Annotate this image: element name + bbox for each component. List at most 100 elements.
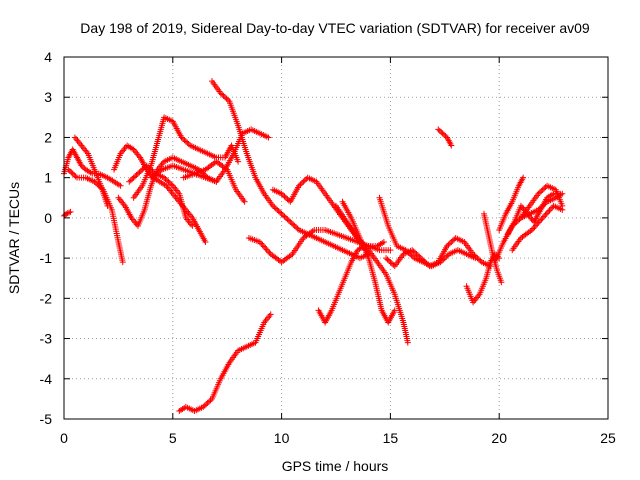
- grid-lines: [64, 57, 608, 419]
- y-tick-label: -5: [40, 411, 53, 427]
- data-point: [126, 178, 133, 185]
- series-arc4: [65, 166, 126, 266]
- x-tick-label: 0: [60, 430, 68, 446]
- data-point: [281, 193, 288, 200]
- data-point: [542, 211, 549, 218]
- data-point: [207, 397, 214, 404]
- data-point: [206, 398, 213, 405]
- data-point: [471, 252, 478, 259]
- data-point: [71, 171, 78, 178]
- data-point: [182, 138, 189, 145]
- data-point: [417, 255, 424, 262]
- data-point: [267, 311, 274, 318]
- data-point: [203, 401, 210, 408]
- y-tick-label: 4: [44, 49, 52, 65]
- data-point: [416, 253, 423, 260]
- data-point: [414, 252, 421, 259]
- data-point: [266, 249, 273, 256]
- y-tick-label: -3: [40, 331, 53, 347]
- chart-title: Day 198 of 2019, Sidereal Day-to-day VTE…: [80, 20, 590, 36]
- data-point: [446, 240, 453, 247]
- data-point: [422, 259, 429, 266]
- data-point: [439, 130, 446, 137]
- series-arc14: [176, 311, 274, 414]
- data-point: [475, 256, 482, 263]
- series-arc17: [339, 198, 398, 326]
- data-point: [241, 198, 248, 205]
- data-point: [277, 209, 284, 216]
- x-axis-label: GPS time / hours: [282, 458, 389, 474]
- data-point: [222, 94, 229, 101]
- data-point: [265, 248, 271, 255]
- data-point: [189, 222, 196, 229]
- series-arc13: [269, 174, 372, 258]
- data-point: [265, 134, 272, 141]
- data-point: [545, 208, 552, 215]
- data-point: [223, 95, 230, 102]
- data-point: [92, 180, 99, 187]
- data-point: [278, 190, 285, 197]
- data-point: [69, 170, 76, 177]
- data-point: [184, 139, 191, 146]
- series-arc10: [180, 126, 272, 185]
- data-point: [143, 162, 150, 169]
- data-point: [412, 249, 419, 256]
- data-point: [448, 239, 455, 246]
- data-point: [78, 162, 85, 169]
- data-point: [516, 216, 523, 223]
- x-tick-label: 10: [274, 430, 290, 446]
- data-point: [435, 126, 442, 133]
- data-point: [296, 182, 303, 189]
- series-arc24: [504, 190, 564, 237]
- series-arc25: [496, 174, 527, 233]
- data-point: [272, 205, 279, 212]
- y-axis-label: SDTVAR / TECUs: [6, 182, 22, 294]
- data-point: [380, 239, 387, 246]
- data-point: [409, 253, 416, 260]
- data-point: [148, 166, 155, 173]
- data-point: [535, 190, 542, 197]
- data-point: [204, 399, 211, 406]
- data-point: [185, 141, 192, 148]
- data-point: [388, 260, 395, 267]
- data-point: [444, 252, 451, 259]
- data-point: [391, 307, 398, 314]
- data-point: [436, 127, 443, 134]
- data-point: [127, 177, 134, 184]
- data-points: [61, 78, 566, 414]
- series-arc16: [333, 202, 411, 346]
- series-arc12: [245, 226, 394, 266]
- data-point: [219, 91, 226, 98]
- data-point: [409, 247, 416, 254]
- y-tick-label: -2: [40, 290, 53, 306]
- data-point: [543, 210, 550, 217]
- data-point: [546, 207, 553, 214]
- data-point: [441, 131, 448, 138]
- data-point: [79, 163, 86, 170]
- data-point: [179, 135, 186, 142]
- data-point: [201, 402, 208, 409]
- data-point: [285, 217, 292, 224]
- data-point: [163, 177, 170, 184]
- data-point: [166, 180, 173, 187]
- data-point: [282, 214, 289, 221]
- data-point: [413, 251, 420, 258]
- data-point: [385, 257, 392, 264]
- series-arc7: [130, 114, 242, 201]
- data-point: [288, 220, 295, 227]
- data-point: [259, 242, 266, 249]
- data-point: [287, 218, 294, 225]
- data-point: [531, 223, 538, 230]
- data-point: [94, 181, 101, 188]
- data-point: [165, 178, 172, 185]
- data-point: [275, 208, 282, 215]
- data-point: [384, 256, 391, 263]
- data-point: [67, 208, 74, 215]
- data-point: [119, 259, 126, 266]
- data-point: [97, 184, 104, 191]
- data-point: [539, 214, 546, 221]
- data-point: [136, 169, 143, 176]
- data-point: [539, 186, 546, 193]
- data-point: [66, 167, 73, 174]
- data-point: [161, 174, 168, 181]
